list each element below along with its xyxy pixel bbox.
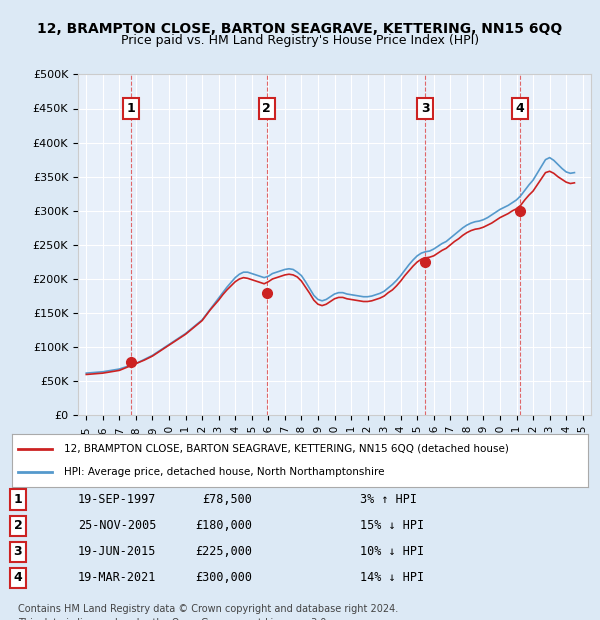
Text: 3% ↑ HPI: 3% ↑ HPI [360, 494, 417, 506]
Text: 10% ↓ HPI: 10% ↓ HPI [360, 546, 424, 558]
Text: This data is licensed under the Open Government Licence v3.0.: This data is licensed under the Open Gov… [18, 618, 329, 620]
Text: 4: 4 [14, 572, 22, 584]
Text: 14% ↓ HPI: 14% ↓ HPI [360, 572, 424, 584]
Text: £225,000: £225,000 [195, 546, 252, 558]
Text: HPI: Average price, detached house, North Northamptonshire: HPI: Average price, detached house, Nort… [64, 467, 385, 477]
Text: 19-JUN-2015: 19-JUN-2015 [78, 546, 157, 558]
Text: 1: 1 [14, 494, 22, 506]
Text: 1: 1 [127, 102, 136, 115]
Text: 19-SEP-1997: 19-SEP-1997 [78, 494, 157, 506]
Text: Price paid vs. HM Land Registry's House Price Index (HPI): Price paid vs. HM Land Registry's House … [121, 34, 479, 47]
Text: 3: 3 [421, 102, 430, 115]
Text: £300,000: £300,000 [195, 572, 252, 584]
Text: Contains HM Land Registry data © Crown copyright and database right 2024.: Contains HM Land Registry data © Crown c… [18, 604, 398, 614]
Text: 2: 2 [14, 520, 22, 532]
Text: 19-MAR-2021: 19-MAR-2021 [78, 572, 157, 584]
Text: 2: 2 [262, 102, 271, 115]
Text: 3: 3 [14, 546, 22, 558]
Text: £78,500: £78,500 [202, 494, 252, 506]
Text: 12, BRAMPTON CLOSE, BARTON SEAGRAVE, KETTERING, NN15 6QQ (detached house): 12, BRAMPTON CLOSE, BARTON SEAGRAVE, KET… [64, 444, 509, 454]
Text: 4: 4 [516, 102, 524, 115]
Text: 12, BRAMPTON CLOSE, BARTON SEAGRAVE, KETTERING, NN15 6QQ: 12, BRAMPTON CLOSE, BARTON SEAGRAVE, KET… [37, 22, 563, 36]
Text: 15% ↓ HPI: 15% ↓ HPI [360, 520, 424, 532]
Text: 25-NOV-2005: 25-NOV-2005 [78, 520, 157, 532]
Text: £180,000: £180,000 [195, 520, 252, 532]
